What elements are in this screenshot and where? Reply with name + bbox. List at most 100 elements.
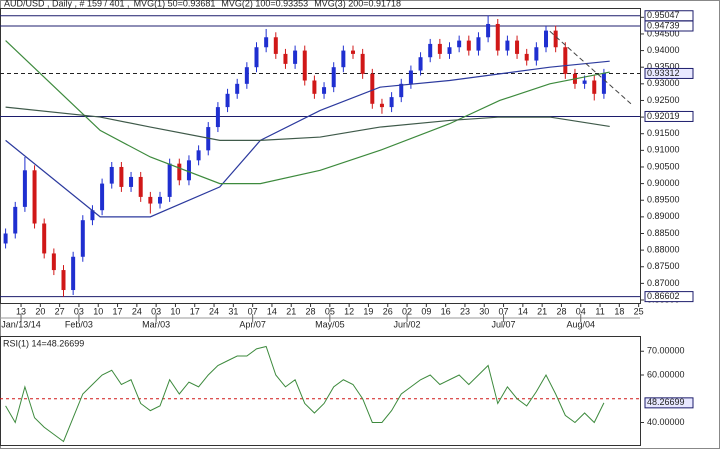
candle-body bbox=[351, 50, 356, 54]
legend-entry: MVG(1) 50=0.93681 bbox=[134, 0, 216, 8]
candle-body bbox=[601, 73, 606, 94]
month-label: Feb/03 bbox=[65, 319, 93, 329]
x-tick-label: 20 bbox=[35, 306, 45, 316]
candle-body bbox=[399, 83, 404, 98]
candle-body bbox=[225, 93, 230, 108]
chart-title: AUD/USD , Daily , # 159 / 401 , bbox=[4, 0, 130, 8]
candle-body bbox=[302, 50, 307, 81]
candle-body bbox=[447, 47, 452, 54]
chart-legend: AUD/USD , Daily , # 159 / 401 , MVG(1) 5… bbox=[4, 0, 401, 8]
level-label-box bbox=[644, 291, 694, 303]
candle-body bbox=[563, 47, 568, 74]
candle-body bbox=[437, 43, 442, 54]
x-tick-label: 19 bbox=[363, 306, 373, 316]
candle-body bbox=[553, 30, 558, 48]
rsi-title: RSI(1) 14=48.26699 bbox=[3, 338, 84, 348]
x-tick-label: 07 bbox=[499, 306, 509, 316]
candle-body bbox=[592, 80, 597, 94]
rsi-panel bbox=[0, 336, 641, 446]
candle-body bbox=[138, 176, 143, 197]
candle-body bbox=[90, 210, 95, 221]
candle-body bbox=[273, 37, 278, 54]
y-tick-label: 0.91500 bbox=[647, 128, 680, 138]
x-tick-label: 23 bbox=[460, 306, 470, 316]
x-tick-label: 09 bbox=[421, 306, 431, 316]
candle-body bbox=[428, 43, 433, 58]
candle-body bbox=[158, 196, 162, 204]
x-tick-label: 13 bbox=[16, 306, 26, 316]
y-tick-label: 40.00000 bbox=[647, 417, 685, 427]
candle-body bbox=[71, 256, 76, 291]
level-label-box bbox=[644, 67, 694, 79]
x-tick-label: 30 bbox=[479, 306, 489, 316]
candle-body bbox=[129, 176, 134, 187]
y-tick-label: 0.88000 bbox=[647, 244, 680, 254]
month-label: Mar/03 bbox=[142, 319, 170, 329]
y-tick-label: 0.89000 bbox=[647, 211, 680, 221]
level-label: 0.93312 bbox=[647, 68, 680, 78]
candle-body bbox=[322, 87, 327, 94]
candle-body bbox=[283, 53, 288, 64]
candle-body bbox=[100, 183, 105, 211]
candle-body bbox=[379, 103, 384, 108]
x-tick-label: 14 bbox=[267, 306, 277, 316]
month-label: Apr/07 bbox=[239, 319, 266, 329]
candle-body bbox=[235, 83, 240, 94]
moving-average bbox=[5, 40, 610, 185]
x-tick-label: 03 bbox=[74, 306, 84, 316]
x-tick-label: 12 bbox=[344, 306, 354, 316]
candle-body bbox=[244, 67, 249, 84]
candle-body bbox=[582, 80, 587, 84]
candle-body bbox=[61, 270, 66, 291]
candle-body bbox=[505, 40, 510, 51]
y-tick-label: 0.87500 bbox=[647, 261, 680, 271]
x-tick-label: 28 bbox=[556, 306, 566, 316]
y-tick-label: 60.00000 bbox=[647, 369, 685, 379]
level-label: 0.94739 bbox=[647, 20, 680, 30]
candle-body bbox=[524, 53, 529, 61]
candle-body bbox=[389, 97, 394, 108]
candle-body bbox=[331, 67, 336, 88]
level-label: 0.86602 bbox=[647, 291, 680, 301]
candle-body bbox=[51, 253, 56, 271]
level-label-box bbox=[644, 110, 694, 122]
candle-body bbox=[418, 57, 423, 71]
y-tick-label: 0.91000 bbox=[647, 145, 680, 155]
trendline bbox=[549, 30, 632, 105]
candle-body bbox=[3, 233, 8, 244]
candle-body bbox=[293, 50, 298, 64]
x-tick-label: 11 bbox=[595, 306, 604, 316]
y-tick-label: 0.94000 bbox=[647, 45, 680, 55]
candle-body bbox=[109, 166, 114, 184]
rsi-line bbox=[5, 345, 605, 443]
month-label: Aug/04 bbox=[566, 319, 595, 329]
candle-body bbox=[119, 166, 124, 187]
y-tick-label: 0.89500 bbox=[647, 195, 680, 205]
x-tick-label: 17 bbox=[113, 306, 123, 316]
y-tick-label: 0.92500 bbox=[647, 95, 680, 105]
candle-body bbox=[42, 223, 47, 254]
candle-body bbox=[486, 23, 491, 38]
month-label: May/05 bbox=[315, 319, 345, 329]
x-tick-label: 03 bbox=[151, 306, 161, 316]
candle-body bbox=[408, 70, 413, 84]
candle-body bbox=[215, 107, 220, 128]
candle-body bbox=[32, 170, 37, 224]
candle-body bbox=[196, 150, 201, 161]
x-tick-label: 07 bbox=[248, 306, 258, 316]
rsi-last-box bbox=[644, 397, 694, 409]
candle-body bbox=[186, 160, 191, 181]
x-tick-label: 04 bbox=[576, 306, 586, 316]
candle-body bbox=[534, 47, 539, 61]
month-label: Jun/02 bbox=[394, 319, 421, 329]
x-tick-label: 28 bbox=[306, 306, 316, 316]
candle-body bbox=[370, 73, 375, 104]
x-tick-label: 24 bbox=[209, 306, 219, 316]
x-tick-label: 21 bbox=[537, 306, 547, 316]
x-tick-label: 16 bbox=[441, 306, 451, 316]
candle-body bbox=[312, 80, 317, 94]
x-tick-label: 02 bbox=[402, 306, 412, 316]
level-label: 0.92019 bbox=[647, 111, 680, 121]
